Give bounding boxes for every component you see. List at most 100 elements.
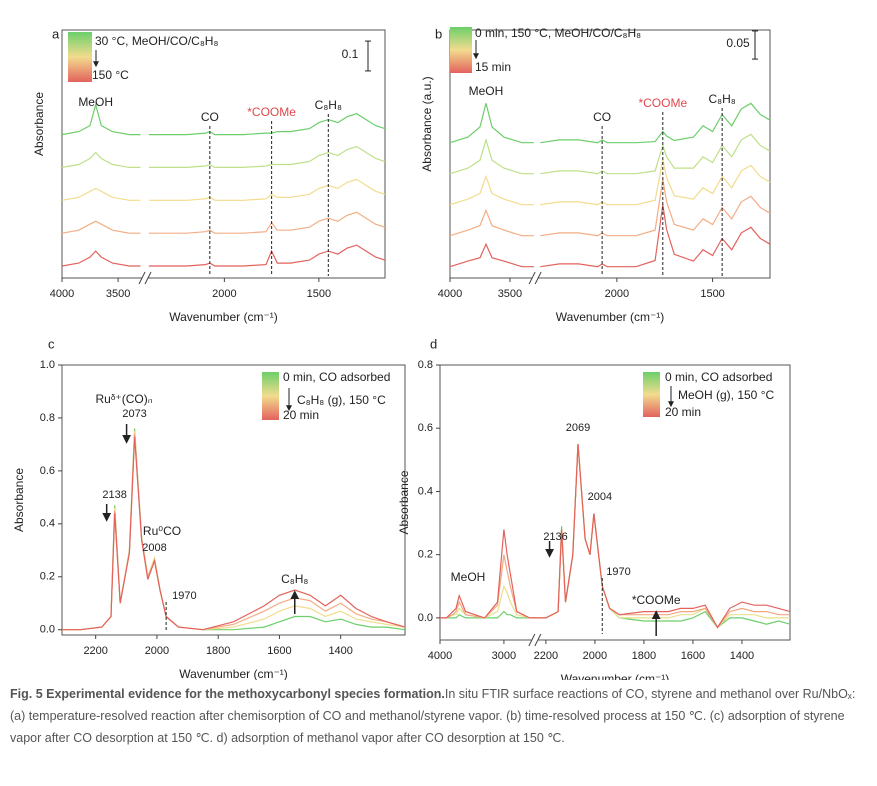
y-tick-label: 0.0 bbox=[418, 612, 433, 624]
annotation: CO bbox=[593, 110, 611, 124]
plot-frame bbox=[439, 364, 791, 641]
axis-break bbox=[534, 271, 542, 285]
spectrum-line bbox=[61, 145, 386, 168]
peak-label: 2008 bbox=[142, 542, 166, 554]
x-tick-label: 1400 bbox=[730, 650, 754, 662]
y-tick-label: 0.2 bbox=[418, 549, 433, 561]
spectrum-line bbox=[440, 443, 791, 629]
y-tick-label: 0.0 bbox=[40, 624, 55, 636]
chart: a Wavenumber (cm⁻¹) Absorbance 4000 3500 2000… bbox=[12, 26, 791, 680]
x-axis-label: Wavenumber (cm⁻¹) bbox=[561, 672, 670, 680]
scale-bar-label: 0.1 bbox=[342, 47, 359, 61]
legend-gradient bbox=[643, 372, 660, 417]
annotation: *COOMe bbox=[638, 96, 687, 110]
spectrum-line bbox=[449, 133, 771, 175]
annotation: C₈H₈ bbox=[709, 92, 736, 106]
x-axis-label: Wavenumber (cm⁻¹) bbox=[169, 310, 278, 324]
spectrum-line bbox=[440, 443, 791, 629]
axis-break bbox=[144, 271, 152, 285]
x-tick-label: 1600 bbox=[267, 645, 291, 657]
legend-label: 0 min, CO adsorbed bbox=[665, 370, 772, 384]
legend-label: MeOH (g), 150 °C bbox=[678, 388, 774, 402]
x-tick-label: 3000 bbox=[492, 650, 516, 662]
panel-letter: d bbox=[430, 336, 437, 351]
axis-break-gap bbox=[142, 272, 149, 284]
annotation: Ru⁰CO bbox=[143, 524, 181, 538]
y-tick-label: 0.2 bbox=[40, 571, 55, 583]
x-tick-label: 3500 bbox=[498, 288, 522, 300]
legend-label: 150 °C bbox=[92, 68, 129, 82]
axis-break-gap bbox=[531, 634, 538, 646]
spectrum-line bbox=[449, 102, 771, 144]
x-tick-label: 2200 bbox=[534, 650, 558, 662]
axis-break bbox=[528, 633, 536, 647]
annotation: MeOH bbox=[451, 570, 486, 584]
panel-letter: c bbox=[48, 336, 55, 351]
y-axis-label: Absorbance (a.u.) bbox=[420, 76, 434, 171]
peak-label: 1970 bbox=[606, 566, 630, 578]
annotation: Ruᵟ⁺(CO)ₙ bbox=[96, 392, 153, 406]
spectrum-line bbox=[449, 179, 771, 237]
annotation: CO bbox=[201, 110, 219, 124]
panel-letter: b bbox=[435, 26, 442, 41]
y-tick-label: 1.0 bbox=[40, 359, 55, 371]
x-tick-label: 2000 bbox=[583, 650, 607, 662]
spectrum-line bbox=[61, 178, 386, 201]
y-tick-label: 0.4 bbox=[40, 518, 55, 530]
legend-label: 30 °C, MeOH/CO/C₈H₈ bbox=[95, 34, 218, 48]
x-tick-label: 3500 bbox=[106, 288, 130, 300]
caption-title: Fig. 5 Experimental evidence for the met… bbox=[10, 687, 445, 701]
y-tick-label: 0.6 bbox=[418, 422, 433, 434]
x-tick-label: 1500 bbox=[307, 288, 331, 300]
x-tick-label: 1500 bbox=[700, 288, 724, 300]
x-tick-label: 2000 bbox=[605, 288, 629, 300]
y-axis-label: Absorbance bbox=[32, 92, 46, 156]
scale-bar-label: 0.05 bbox=[726, 36, 750, 50]
legend-label: 20 min bbox=[665, 405, 701, 419]
x-tick-label: 2200 bbox=[83, 645, 107, 657]
peak-label: 2004 bbox=[588, 491, 612, 503]
peak-label: 2136 bbox=[543, 531, 567, 543]
x-tick-label: 1400 bbox=[328, 645, 352, 657]
spectrum-line bbox=[62, 436, 406, 631]
x-axis-label: Wavenumber (cm⁻¹) bbox=[556, 310, 665, 324]
x-tick-label: 1600 bbox=[681, 650, 705, 662]
spectrum-line bbox=[61, 211, 386, 234]
y-axis-label: Absorbance bbox=[12, 468, 26, 532]
axis-break bbox=[138, 271, 146, 285]
x-tick-label: 2000 bbox=[212, 288, 236, 300]
plot-frame bbox=[449, 29, 771, 279]
spectrum-line bbox=[61, 244, 386, 267]
x-tick-label: 4000 bbox=[50, 288, 74, 300]
peak-label: 2138 bbox=[102, 489, 126, 501]
annotation: *COOMe bbox=[632, 593, 681, 607]
annotation: C₈H₈ bbox=[315, 98, 342, 112]
legend-label: 0 min, CO adsorbed bbox=[283, 370, 390, 384]
legend-label: 15 min bbox=[475, 60, 511, 74]
plot-frame bbox=[61, 364, 406, 636]
legend-gradient bbox=[68, 32, 92, 82]
peak-label: 2069 bbox=[566, 422, 590, 434]
spectrum-line bbox=[449, 204, 771, 268]
y-tick-label: 0.6 bbox=[40, 465, 55, 477]
x-tick-label: 4000 bbox=[438, 288, 462, 300]
annotation: MeOH bbox=[78, 95, 113, 109]
y-tick-label: 0.4 bbox=[418, 485, 433, 497]
annotation: *COOMe bbox=[247, 105, 296, 119]
x-axis-label: Wavenumber (cm⁻¹) bbox=[179, 667, 288, 680]
x-tick-label: 4000 bbox=[428, 650, 452, 662]
axis-break bbox=[534, 633, 542, 647]
legend-gradient bbox=[262, 372, 279, 420]
y-tick-label: 0.8 bbox=[418, 359, 433, 371]
caption: Fig. 5 Experimental evidence for the met… bbox=[10, 683, 870, 749]
spectrum-line bbox=[440, 443, 790, 629]
x-tick-label: 1800 bbox=[206, 645, 230, 657]
spectrum-line bbox=[449, 159, 771, 206]
axis-break bbox=[528, 271, 536, 285]
peak-label: 2073 bbox=[122, 408, 146, 420]
x-tick-label: 2000 bbox=[145, 645, 169, 657]
legend-label: 20 min bbox=[283, 408, 319, 422]
panel-letter: a bbox=[52, 26, 60, 41]
annotation: C₈H₈ bbox=[281, 572, 308, 586]
